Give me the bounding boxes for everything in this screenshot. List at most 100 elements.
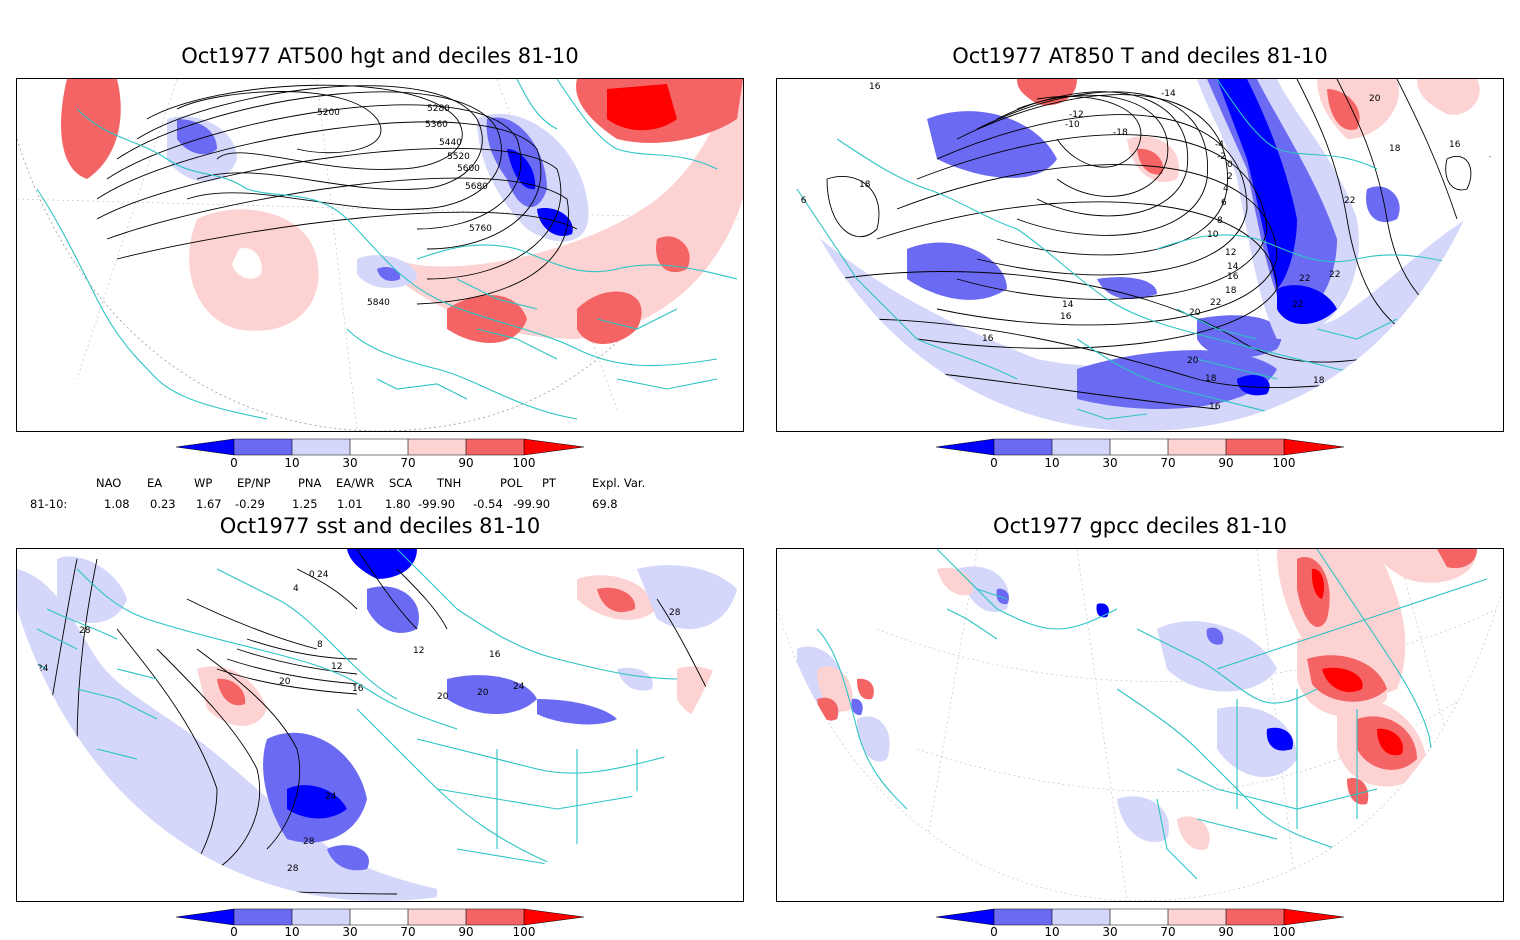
colorbar-segment [1226,439,1284,455]
index-header-epnp: EP/NP [237,476,271,490]
colorbar-segment [466,439,524,455]
colorbar-top-left [176,438,585,456]
index-row-label: 81-10: [30,497,68,511]
contour-label: 18 [1225,286,1237,296]
colorbar-segment [1284,439,1344,455]
colorbar-tick: 90 [458,456,474,470]
colorbar-segment [1052,909,1110,925]
contour-labels-at500: 5200 5280 5360 5440 5520 5600 5680 5760 … [317,104,492,308]
contour-label: 16 [1060,312,1072,322]
contour-label: 8 [317,640,323,650]
contour-label: 20 [1189,308,1201,318]
index-header-eawr: EA/WR [336,476,375,490]
colorbar-segment [1110,439,1168,455]
contour-label: 20 [279,677,291,687]
contour-label: 16 [869,82,881,92]
colorbar-top-right [936,438,1345,456]
colorbar-segment [292,439,350,455]
colorbar-tick: 100 [1272,456,1296,470]
contour-label: 14 [1062,300,1074,310]
contour-label: 22 [1329,270,1340,280]
index-header-nao: NAO [96,476,122,490]
contour-label: 5520 [447,152,470,162]
index-value-ea: 0.23 [150,497,176,511]
colorbar-segment [408,909,466,925]
colorbar-tick: 10 [284,456,300,470]
contour-label: 0 [1227,160,1233,170]
colorbar-segment [292,909,350,925]
contour-label: 18 [1313,376,1325,386]
colorbar-tick: 90 [458,925,474,939]
index-value-tnh: -99.90 [418,497,456,511]
colorbar-segment [936,909,994,925]
colorbar-tick: 90 [1218,456,1234,470]
colorbar-tick: 0 [230,456,238,470]
colorbar-segment [176,439,234,455]
colorbar-tick: 100 [512,456,536,470]
contour-label: 20 [1369,94,1381,104]
colorbar-tick: 10 [1044,456,1060,470]
colorbar-segment [1284,909,1344,925]
colorbar-segment [1226,909,1284,925]
map-panel-at850: 16 18 16 14 16 16 18 20 22 22 22 22 20 1… [776,78,1504,432]
map-sst: 24 28 0 4 8 12 16 20 24 28 20 24 28 12 1… [17,549,738,901]
colorbar-tick: 30 [1102,456,1118,470]
contour-label: 5840 [367,298,390,308]
contour-label: 16 [1209,402,1221,412]
contour-label: 18 [1389,144,1401,154]
colorbar-bottom-left [176,908,585,926]
contour-label: 12 [413,646,424,656]
contour-label: 6 [1221,198,1227,208]
colorbar-segment [234,909,292,925]
panel-title-sst: Oct1977 sst and deciles 81-10 [219,514,541,538]
index-header-pna: PNA [298,476,322,490]
contour-label: 16 [352,684,364,694]
colorbar-tick: 30 [342,925,358,939]
index-header-tnh: TNH [437,476,462,490]
colorbar-tick: 90 [1218,925,1234,939]
colorbar-segment [1168,909,1226,925]
contour-label: -14 [1161,89,1176,99]
contour-label: 22 [1292,300,1303,310]
contour-label: 16 [489,650,501,660]
contour-label: 18 [1205,374,1217,384]
contour-label: -2 [1217,152,1226,162]
index-header-expl-var: Expl. Var. [592,476,646,490]
contour-label: 4 [1223,184,1229,194]
contour-label: 24 [37,664,49,674]
contour-label: 5200 [317,108,340,118]
index-value-wp: 1.67 [196,497,222,511]
contour-label: 24 [325,792,337,802]
contour-label: 8 [1217,216,1223,226]
contour-label: -4 [1215,140,1224,150]
colorbar-segment [350,909,408,925]
colorbar-segment [408,439,466,455]
contour-label: 22 [1344,196,1355,206]
index-header-pol: POL [500,476,523,490]
colorbar-tick: 100 [512,925,536,939]
contour-label: 4 [293,584,299,594]
contour-label: -16 [1489,152,1503,162]
colorbar-segment [524,439,584,455]
contour-label: 0 [309,570,315,580]
contour-label: 5680 [465,182,488,192]
contour-label: -10 [1065,120,1080,130]
colorbar-tick: 10 [1044,925,1060,939]
contour-label: 24 [513,682,525,692]
colorbar-tick: 0 [990,925,998,939]
colorbar-segment [994,439,1052,455]
colorbar-segment [234,439,292,455]
index-value-nao: 1.08 [104,497,130,511]
index-header-wp: WP [194,476,213,490]
contour-label: 18 [859,180,871,190]
colorbar-tick: 30 [342,456,358,470]
contour-label: 16 [795,196,807,206]
index-value-sca: 1.80 [385,497,411,511]
contour-labels-sst: 24 28 0 4 8 12 16 20 24 28 20 24 28 12 1… [37,570,681,874]
map-gpcc [777,549,1503,901]
colorbar-segment [350,439,408,455]
map-panel-sst: 24 28 0 4 8 12 16 20 24 28 20 24 28 12 1… [16,548,744,902]
contour-label: 5440 [439,138,462,148]
colorbar-tick: 70 [1160,925,1176,939]
contour-label: 24 [317,570,329,580]
